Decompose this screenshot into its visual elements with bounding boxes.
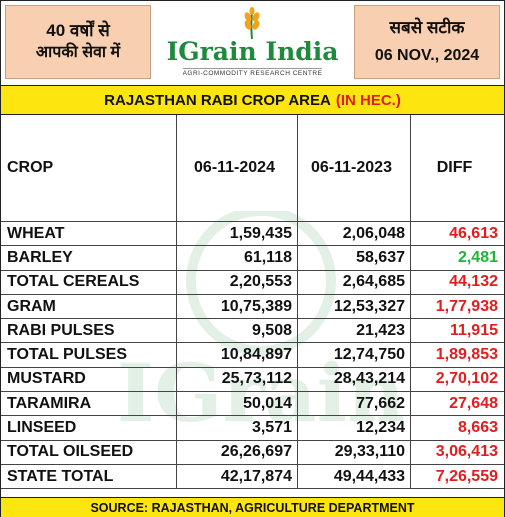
accuracy-label: सबसे सटीक <box>389 18 465 37</box>
crop-cell: BARLEY <box>1 246 177 270</box>
area-2024-cell: 61,118 <box>177 246 298 270</box>
report-date: 06 NOV., 2024 <box>374 47 480 64</box>
diff-cell: 2,70,102 <box>435 370 498 388</box>
title-unit: (IN HEC.) <box>335 91 401 109</box>
col-header-2024: 06-11-2024 <box>177 115 298 221</box>
area-2024-cell: 10,84,897 <box>177 343 298 367</box>
table-header-row: CROP 06-11-2024 06-11-2023 DIFF <box>1 115 504 222</box>
crop-cell: WHEAT <box>1 222 177 246</box>
col-header-crop: CROP <box>1 115 177 221</box>
area-2023-cell: 12,53,327 <box>298 294 411 319</box>
diff-cell: 44,132 <box>449 273 498 291</box>
area-2023-cell: 58,637 <box>298 246 411 270</box>
area-2024-cell: 10,75,389 <box>177 294 298 319</box>
header: 40 वर्षों से आपकी सेवा में IGrain India … <box>1 1 504 85</box>
table-row: TARAMIRA 50,014 77,662 27,648 <box>1 392 504 417</box>
diff-cell: 46,613 <box>449 224 498 242</box>
crop-cell: RABI PULSES <box>1 319 177 343</box>
col-header-2023: 06-11-2023 <box>298 115 411 221</box>
wheat-logo-icon <box>244 7 260 40</box>
crop-cell: MUSTARD <box>1 367 177 392</box>
table-row: MUSTARD 25,73,112 28,43,214 2,70,102 <box>1 367 504 393</box>
diff-cell: 2,481 <box>457 248 498 266</box>
crop-cell: TOTAL PULSES <box>1 343 177 367</box>
area-2024-cell: 25,73,112 <box>177 367 298 392</box>
experience-badge: 40 वर्षों से आपकी सेवा में <box>5 5 151 79</box>
area-2024-cell: 3,571 <box>177 416 298 440</box>
diff-cell: 1,77,938 <box>435 297 498 315</box>
area-2024-cell: 9,508 <box>177 319 298 343</box>
diff-cell: 27,648 <box>449 394 498 412</box>
area-2023-cell: 49,44,433 <box>298 464 411 489</box>
brand-tagline: AGRI-COMMODITY RESEARCH CENTRE <box>182 68 323 77</box>
diff-cell: 3,06,413 <box>435 443 498 461</box>
experience-line1: 40 वर्षों से <box>46 21 110 40</box>
col-header-diff: DIFF <box>436 159 473 176</box>
area-2024-cell: 26,26,697 <box>177 440 298 464</box>
diff-cell: 8,663 <box>457 419 498 437</box>
brand-logo: IGrain India AGRI-COMMODITY RESEARCH CEN… <box>153 3 352 83</box>
table-row: RABI PULSES 9,508 21,423 11,915 <box>1 319 504 344</box>
area-2023-cell: 12,74,750 <box>298 343 411 367</box>
crop-cell: TOTAL OILSEED <box>1 440 177 464</box>
title-main: RAJASTHAN RABI CROP AREA <box>104 91 331 109</box>
table-row: BARLEY 61,118 58,637 2,481 <box>1 246 504 271</box>
area-2023-cell: 28,43,214 <box>298 367 411 392</box>
crop-cell: LINSEED <box>1 416 177 440</box>
area-2024-cell: 42,17,874 <box>177 464 298 489</box>
area-2023-cell: 29,33,110 <box>298 440 411 464</box>
crop-area-table: CROP 06-11-2024 06-11-2023 DIFF WHEAT 1,5… <box>1 115 504 490</box>
crop-cell: TARAMIRA <box>1 392 177 416</box>
diff-cell: 11,915 <box>449 321 498 339</box>
table-title: RAJASTHAN RABI CROP AREA (IN HEC.) <box>1 85 504 115</box>
experience-line2: आपकी सेवा में <box>35 44 121 61</box>
source-footer: SOURCE: RAJASTHAN, AGRICULTURE DEPARTMEN… <box>1 497 504 517</box>
table-row: LINSEED 3,571 12,234 8,663 <box>1 416 504 441</box>
table-row: TOTAL OILSEED 26,26,697 29,33,110 3,06,413 <box>1 440 504 465</box>
area-2024-cell: 2,20,553 <box>177 270 298 294</box>
brand-name: IGrain India <box>166 37 339 66</box>
area-2023-cell: 2,06,048 <box>298 222 411 246</box>
area-2024-cell: 1,59,435 <box>177 222 298 246</box>
crop-cell: TOTAL CEREALS <box>1 270 177 294</box>
table-row: STATE TOTAL 42,17,874 49,44,433 7,26,559 <box>1 464 504 490</box>
date-badge: सबसे सटीक 06 NOV., 2024 <box>354 5 500 79</box>
crop-cell: GRAM <box>1 294 177 319</box>
table-row: TOTAL PULSES 10,84,897 12,74,750 1,89,853 <box>1 343 504 368</box>
table-row: TOTAL CEREALS 2,20,553 2,64,685 44,132 <box>1 270 504 295</box>
area-2024-cell: 50,014 <box>177 392 298 416</box>
area-2023-cell: 21,423 <box>298 319 411 343</box>
area-2023-cell: 2,64,685 <box>298 270 411 294</box>
diff-cell: 1,89,853 <box>435 346 498 364</box>
table-row: GRAM 10,75,389 12,53,327 1,77,938 <box>1 294 504 320</box>
crop-cell: STATE TOTAL <box>1 464 177 489</box>
diff-cell: 7,26,559 <box>435 467 498 485</box>
area-2023-cell: 77,662 <box>298 392 411 416</box>
area-2023-cell: 12,234 <box>298 416 411 440</box>
table-row: WHEAT 1,59,435 2,06,048 46,613 <box>1 222 504 247</box>
